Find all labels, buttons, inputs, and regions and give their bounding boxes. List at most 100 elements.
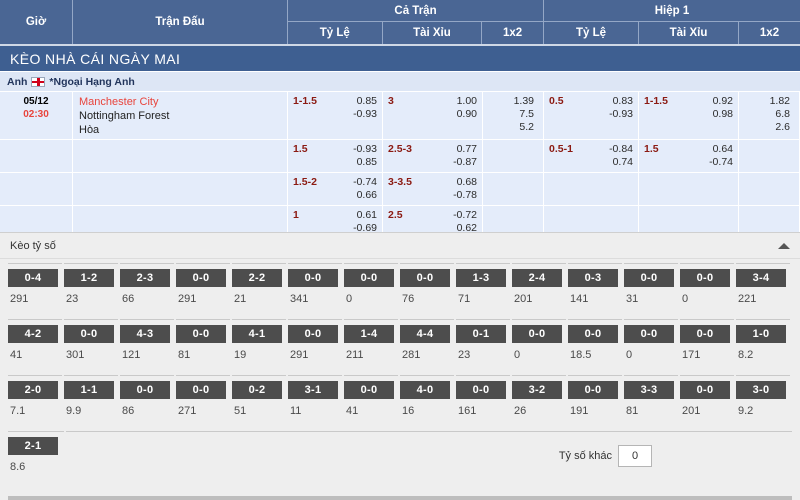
score-cell[interactable]: 0-0 0 — [624, 319, 678, 375]
score-chip[interactable]: 1-2 — [64, 269, 114, 287]
score-chip[interactable]: 3-3 — [624, 381, 674, 399]
h1-overunder-cell[interactable]: 1-1.5 0.92 0.98 — [639, 92, 739, 139]
score-cell[interactable]: 1-3 71 — [456, 263, 510, 319]
score-chip[interactable]: 0-0 — [568, 381, 618, 399]
score-cell[interactable]: 0-3 141 — [568, 263, 622, 319]
score-chip[interactable]: 0-0 — [176, 381, 226, 399]
score-chip[interactable]: 0-0 — [288, 325, 338, 343]
score-cell[interactable]: 0-0 31 — [624, 263, 678, 319]
score-chip[interactable]: 4-3 — [120, 325, 170, 343]
score-cell[interactable]: 3-4 221 — [736, 263, 790, 319]
score-chip[interactable]: 0-0 — [64, 325, 114, 343]
score-chip[interactable]: 1-4 — [344, 325, 394, 343]
score-cell[interactable]: 3-3 81 — [624, 375, 678, 431]
score-chip[interactable]: 4-1 — [232, 325, 282, 343]
ft-handicap-cell[interactable]: 1.5-2 -0.74 0.66 — [288, 173, 383, 205]
score-chip[interactable]: 0-0 — [344, 269, 394, 287]
score-chip[interactable]: 0-2 — [232, 381, 282, 399]
score-cell[interactable]: 3-0 9.2 — [736, 375, 790, 431]
score-chip[interactable]: 2-3 — [120, 269, 170, 287]
score-cell[interactable]: 0-0 18.5 — [568, 319, 622, 375]
score-cell[interactable]: 0-0 161 — [456, 375, 510, 431]
ft-1x2-cell[interactable]: 1.39 7.5 5.2 — [483, 92, 544, 139]
score-cell[interactable]: 0-0 86 — [120, 375, 174, 431]
score-chip[interactable]: 4-0 — [400, 381, 450, 399]
score-cell[interactable]: 0-4 291 — [8, 263, 62, 319]
ft-handicap-cell[interactable]: 1-1.5 0.85 -0.93 — [288, 92, 383, 139]
score-chip[interactable]: 0-0 — [512, 325, 562, 343]
score-chip[interactable]: 0-1 — [456, 325, 506, 343]
score-chip[interactable]: 0-4 — [8, 269, 58, 287]
score-cell[interactable]: 0-0 201 — [680, 375, 734, 431]
score-cell[interactable]: 1-4 211 — [344, 319, 398, 375]
score-cell[interactable]: 1-1 9.9 — [64, 375, 118, 431]
score-cell[interactable]: 2-3 66 — [120, 263, 174, 319]
score-cell[interactable]: 4-1 19 — [232, 319, 286, 375]
score-cell[interactable]: 0-1 23 — [456, 319, 510, 375]
score-chip[interactable]: 3-0 — [736, 381, 786, 399]
score-cell[interactable]: 0-0 341 — [288, 263, 342, 319]
score-chip[interactable]: 0-0 — [680, 381, 730, 399]
score-cell[interactable]: 0-0 291 — [176, 263, 230, 319]
caret-up-icon[interactable] — [778, 242, 790, 249]
score-chip[interactable]: 2-1 — [8, 437, 58, 455]
score-chip[interactable]: 0-0 — [624, 325, 674, 343]
score-cell[interactable]: 0-0 191 — [568, 375, 622, 431]
h1-overunder-cell[interactable]: 1.5 0.64 -0.74 — [639, 140, 739, 172]
score-chip[interactable]: 2-2 — [232, 269, 282, 287]
score-chip[interactable]: 0-0 — [680, 325, 730, 343]
score-chip[interactable]: 0-0 — [624, 269, 674, 287]
ft-handicap-cell[interactable]: 1.5 -0.93 0.85 — [288, 140, 383, 172]
score-chip[interactable]: 0-0 — [456, 381, 506, 399]
score-chip[interactable]: 2-0 — [8, 381, 58, 399]
league-row[interactable]: Anh *Ngoại Hạng Anh — [0, 72, 800, 92]
ft-overunder-cell[interactable]: 3-3.5 0.68 -0.78 — [383, 173, 483, 205]
score-chip[interactable]: 3-2 — [512, 381, 562, 399]
ft-overunder-cell[interactable]: 2.5-3 0.77 -0.87 — [383, 140, 483, 172]
score-cell[interactable]: 1-2 23 — [64, 263, 118, 319]
score-cell[interactable]: 4-3 121 — [120, 319, 174, 375]
score-chip[interactable]: 1-3 — [456, 269, 506, 287]
score-chip[interactable]: 0-0 — [176, 325, 226, 343]
score-cell[interactable]: 0-2 51 — [232, 375, 286, 431]
score-cell[interactable]: 0-0 291 — [288, 319, 342, 375]
score-cell[interactable]: 0-0 0 — [680, 263, 734, 319]
score-chip[interactable]: 0-0 — [344, 381, 394, 399]
score-cell[interactable]: 3-1 11 — [288, 375, 342, 431]
other-score-input[interactable]: 0 — [618, 444, 652, 467]
score-cell[interactable]: 1-0 8.2 — [736, 319, 790, 375]
score-cell[interactable]: 0-0 81 — [176, 319, 230, 375]
h1-1x2-cell[interactable]: 1.82 6.8 2.6 — [739, 92, 800, 139]
horizontal-scrollbar[interactable] — [8, 496, 792, 500]
score-chip[interactable]: 1-1 — [64, 381, 114, 399]
score-cell[interactable]: 0-0 301 — [64, 319, 118, 375]
score-chip[interactable]: 0-0 — [120, 381, 170, 399]
score-cell[interactable]: 0-0 41 — [344, 375, 398, 431]
score-cell[interactable]: 0-0 0 — [512, 319, 566, 375]
score-chip[interactable]: 1-0 — [736, 325, 786, 343]
score-cell[interactable]: 2-4 201 — [512, 263, 566, 319]
score-cell[interactable]: 0-0 76 — [400, 263, 454, 319]
score-cell[interactable]: 4-0 16 — [400, 375, 454, 431]
score-chip[interactable]: 0-3 — [568, 269, 618, 287]
score-chip[interactable]: 2-4 — [512, 269, 562, 287]
correct-score-header[interactable]: Kèo tỷ số — [0, 233, 800, 259]
score-cell[interactable]: 4-4 281 — [400, 319, 454, 375]
score-cell[interactable]: 3-2 26 — [512, 375, 566, 431]
score-chip[interactable]: 4-2 — [8, 325, 58, 343]
score-chip[interactable]: 0-0 — [400, 269, 450, 287]
score-cell[interactable]: 0-0 0 — [344, 263, 398, 319]
score-chip[interactable]: 3-4 — [736, 269, 786, 287]
score-chip[interactable]: 0-0 — [680, 269, 730, 287]
score-cell[interactable]: 0-0 171 — [680, 319, 734, 375]
score-cell[interactable]: 2-1 8.6 — [8, 431, 64, 473]
score-cell[interactable]: 2-0 7.1 — [8, 375, 62, 431]
score-chip[interactable]: 0-0 — [288, 269, 338, 287]
h1-handicap-cell[interactable]: 0.5-1 -0.84 0.74 — [544, 140, 639, 172]
ft-overunder-cell[interactable]: 2.5 -0.72 0.62 — [383, 206, 483, 238]
score-cell[interactable]: 2-2 21 — [232, 263, 286, 319]
score-chip[interactable]: 4-4 — [400, 325, 450, 343]
score-cell[interactable]: 0-0 271 — [176, 375, 230, 431]
score-cell[interactable]: 4-2 41 — [8, 319, 62, 375]
score-chip[interactable]: 3-1 — [288, 381, 338, 399]
